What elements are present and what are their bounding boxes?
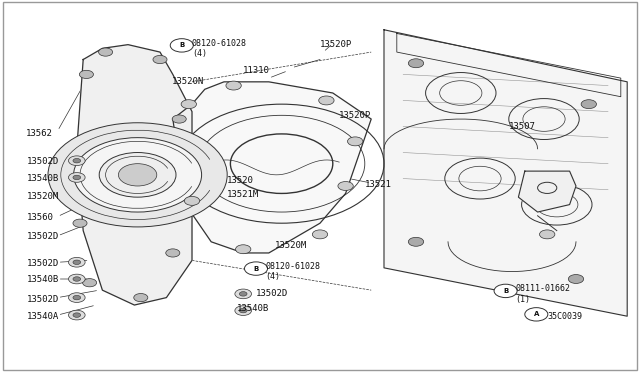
Circle shape [319, 96, 334, 105]
Circle shape [172, 115, 186, 123]
Circle shape [99, 153, 176, 197]
Circle shape [73, 175, 81, 180]
Polygon shape [173, 82, 371, 253]
Circle shape [236, 245, 251, 254]
Circle shape [73, 260, 81, 264]
Text: 35C0039: 35C0039 [547, 312, 582, 321]
Circle shape [74, 138, 202, 212]
Text: 13502D: 13502D [27, 259, 59, 268]
Circle shape [235, 306, 252, 315]
Circle shape [134, 294, 148, 302]
Circle shape [73, 295, 81, 300]
Circle shape [581, 100, 596, 109]
Polygon shape [518, 171, 576, 212]
Text: 13507: 13507 [509, 122, 536, 131]
Circle shape [239, 292, 247, 296]
Circle shape [226, 81, 241, 90]
Circle shape [408, 237, 424, 246]
Circle shape [73, 277, 81, 281]
Text: 13560: 13560 [27, 213, 54, 222]
Text: 11310: 11310 [243, 66, 270, 75]
Text: 13540A: 13540A [27, 312, 59, 321]
Text: B: B [253, 266, 259, 272]
Circle shape [73, 158, 81, 163]
Circle shape [68, 293, 85, 302]
Text: 08111-01662
(1): 08111-01662 (1) [515, 284, 570, 304]
Circle shape [83, 279, 97, 287]
Circle shape [73, 219, 87, 227]
Circle shape [68, 156, 85, 166]
Circle shape [568, 275, 584, 283]
Text: 13521: 13521 [365, 180, 392, 189]
Text: 08120-61028
(4): 08120-61028 (4) [192, 39, 247, 58]
Text: 13520P: 13520P [339, 111, 371, 120]
Circle shape [68, 310, 85, 320]
Circle shape [68, 257, 85, 267]
Circle shape [166, 249, 180, 257]
Text: 13502D: 13502D [27, 157, 59, 166]
Circle shape [494, 284, 517, 298]
Text: 13520: 13520 [227, 176, 254, 185]
Circle shape [244, 262, 268, 275]
Circle shape [153, 55, 167, 64]
Text: B: B [503, 288, 508, 294]
Circle shape [540, 230, 555, 239]
Polygon shape [77, 45, 192, 305]
Text: 13520M: 13520M [275, 241, 307, 250]
Circle shape [348, 137, 363, 146]
Text: 13502D: 13502D [256, 289, 288, 298]
Text: 13562: 13562 [26, 129, 52, 138]
Circle shape [99, 48, 113, 56]
Text: 13520P: 13520P [320, 40, 352, 49]
Circle shape [118, 164, 157, 186]
Text: 13540B: 13540B [27, 174, 59, 183]
Circle shape [408, 59, 424, 68]
Circle shape [181, 100, 196, 109]
Text: B: B [179, 42, 184, 48]
Text: 13502D: 13502D [27, 232, 59, 241]
Circle shape [73, 313, 81, 317]
Text: A: A [534, 311, 539, 317]
Text: 13540B: 13540B [27, 275, 59, 284]
Circle shape [312, 230, 328, 239]
Circle shape [48, 123, 227, 227]
Text: 13540B: 13540B [237, 304, 269, 313]
Circle shape [170, 39, 193, 52]
Circle shape [525, 308, 548, 321]
Text: 13521M: 13521M [227, 190, 259, 199]
Text: 13520M: 13520M [27, 192, 59, 201]
Circle shape [68, 173, 85, 182]
Circle shape [338, 182, 353, 190]
Circle shape [239, 308, 247, 313]
Text: 13502D: 13502D [27, 295, 59, 304]
Text: 13520N: 13520N [172, 77, 204, 86]
Circle shape [68, 274, 85, 284]
Circle shape [184, 196, 200, 205]
Circle shape [79, 70, 93, 78]
Circle shape [235, 289, 252, 299]
Polygon shape [384, 30, 627, 316]
Text: 08120-61028
(4): 08120-61028 (4) [266, 262, 321, 281]
